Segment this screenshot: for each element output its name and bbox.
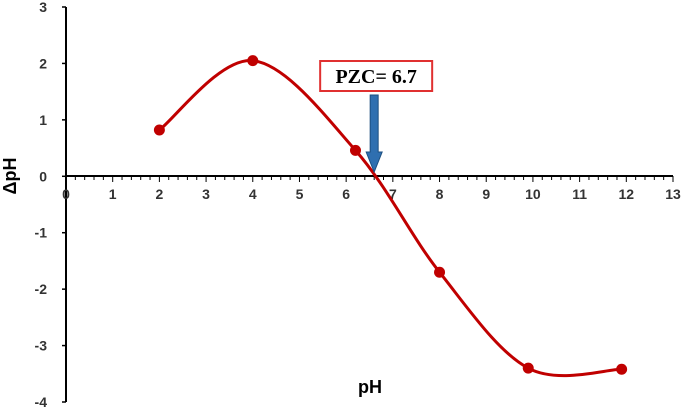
x-tick-label: 0 [62,186,70,202]
data-point [349,144,361,156]
data-point [522,362,534,374]
y-tick-label: 0 [39,168,47,184]
x-tick-label: 11 [572,186,587,202]
y-tick-label: -4 [35,394,48,408]
x-tick-label: 9 [482,186,490,202]
x-tick-label: 6 [342,186,350,202]
data-point [153,124,165,136]
y-tick-label: 1 [39,112,47,128]
x-tick-label: 8 [436,186,444,202]
x-tick-label: 13 [665,186,681,202]
y-tick-label: 3 [39,0,47,15]
x-axis-title: pH [358,377,382,397]
x-tick-label: 5 [296,186,304,202]
data-point [616,363,628,375]
data-point [247,55,259,67]
x-axis: 0 1 2 3 4 5 6 7 8 9 10 11 12 13 [62,175,681,202]
series [153,55,628,377]
data-point [434,266,446,278]
x-tick-label: 7 [389,186,397,202]
x-tick-label: 12 [619,186,635,202]
pzc-annotation: PZC= 6.7 [319,60,434,174]
y-tick-label: -3 [35,338,48,354]
series-line [158,59,622,377]
x-tick-label: 4 [249,186,257,202]
x-tick-label: 10 [525,186,541,202]
pzc-label-box [319,60,434,92]
y-tick-label: -2 [35,281,48,297]
pzc-arrow [365,94,383,174]
x-tick-label: 2 [155,186,163,202]
y-tick-label: -1 [35,225,48,241]
y-tick-label: 2 [39,55,47,71]
y-axis-title: ΔpH [0,158,20,195]
x-tick-label: 1 [109,186,117,202]
y-axis: 3 2 1 0 -1 -2 -3 -4 [35,0,67,408]
x-tick-label: 3 [202,186,210,202]
pzc-label-text: PZC= 6.7 [335,66,416,88]
